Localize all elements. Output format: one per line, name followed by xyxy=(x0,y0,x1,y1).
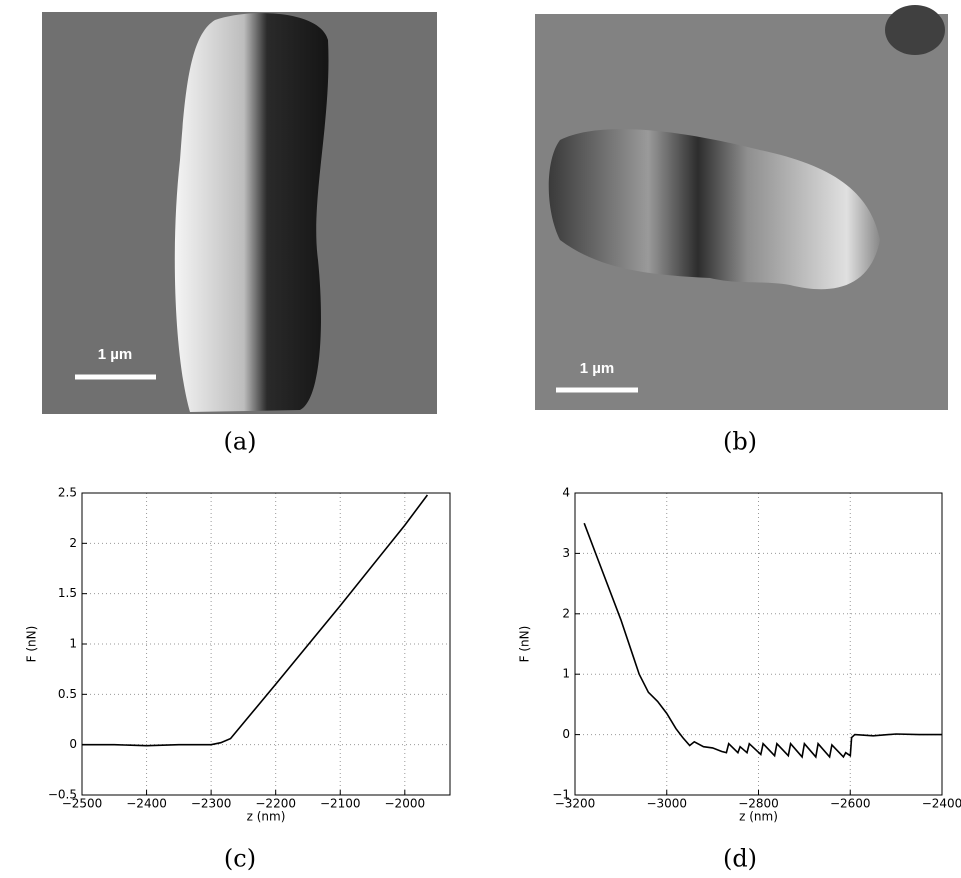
x-tick-label: −2200 xyxy=(255,797,296,811)
x-tick-label: −2000 xyxy=(385,797,426,811)
scale-bar-label: 1 µm xyxy=(98,346,133,363)
y-axis-label: F (nN) xyxy=(518,626,532,663)
x-tick-label: −2500 xyxy=(62,797,103,811)
panel-caption: (b) xyxy=(723,428,757,456)
data-line xyxy=(82,494,429,747)
scale-bar-label: 1 µm xyxy=(580,360,615,377)
y-tick-label: 1 xyxy=(69,637,77,651)
x-tick-label: −2600 xyxy=(830,797,871,811)
x-tick-label: −2400 xyxy=(126,797,167,811)
x-tick-label: −2400 xyxy=(922,797,961,811)
y-axis-label: F (nN) xyxy=(25,626,39,663)
x-tick-label: −3200 xyxy=(555,797,596,811)
x-tick-label: −2300 xyxy=(191,797,232,811)
y-tick-label: 0 xyxy=(69,737,77,751)
y-tick-label: 0.5 xyxy=(58,687,77,701)
x-tick-label: −3000 xyxy=(646,797,687,811)
y-tick-label: 0 xyxy=(562,727,570,741)
y-tick-label: 4 xyxy=(562,486,570,500)
panel-caption: (d) xyxy=(723,845,757,873)
y-tick-label: 3 xyxy=(562,546,570,560)
y-tick-label: 1.5 xyxy=(58,586,77,600)
y-tick-label: 1 xyxy=(562,667,570,681)
x-axis-label: z (nm) xyxy=(247,810,286,824)
y-tick-label: 2.5 xyxy=(58,486,77,500)
panel-caption: (c) xyxy=(224,845,256,873)
y-tick-label: 2 xyxy=(562,606,570,620)
x-axis-label: z (nm) xyxy=(739,810,778,824)
plot-frame xyxy=(574,492,943,796)
image-b xyxy=(535,5,948,410)
x-tick-label: −2100 xyxy=(320,797,361,811)
y-tick-label: −0.5 xyxy=(48,788,77,802)
x-tick-label: −2800 xyxy=(738,797,779,811)
y-tick-label: 2 xyxy=(69,536,77,550)
plot-frame xyxy=(81,492,451,796)
image-a xyxy=(42,12,437,414)
panel-caption: (a) xyxy=(223,428,256,456)
data-line xyxy=(583,522,942,759)
y-tick-label: −1 xyxy=(552,788,570,802)
